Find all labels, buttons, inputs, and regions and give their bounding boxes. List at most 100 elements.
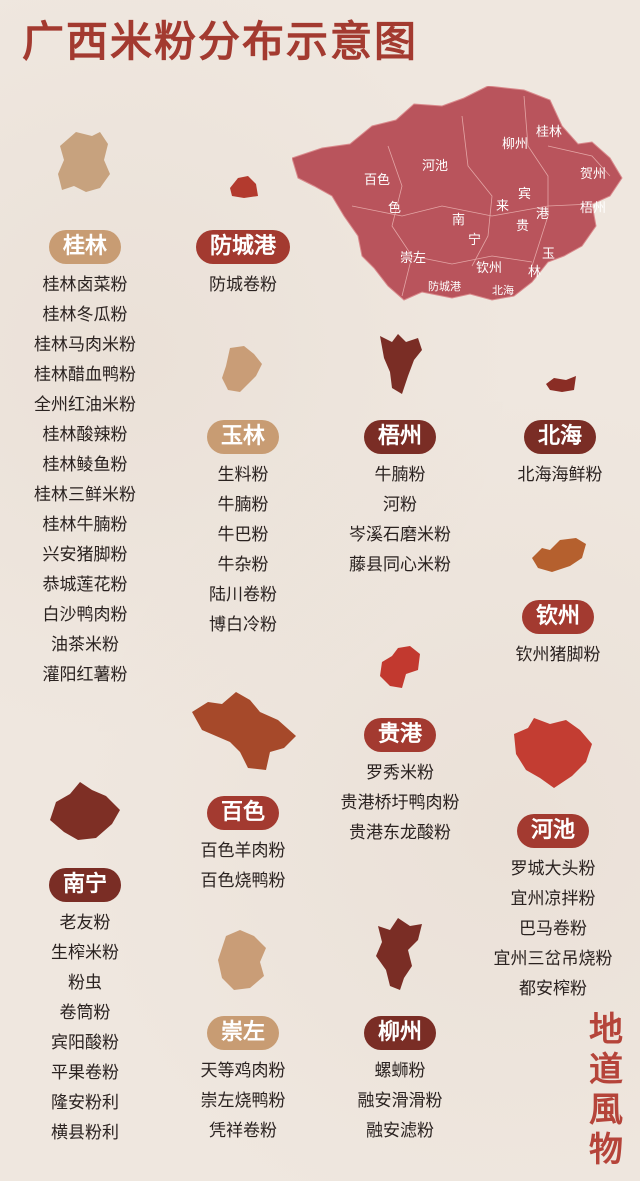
map-label-baise: 百色 (364, 172, 390, 188)
dish-item: 全州红油米粉 (34, 395, 136, 415)
dish-list-yulin: 生料粉 牛腩粉 牛巴粉 牛杂粉 陆川卷粉 博白冷粉 (143, 460, 343, 640)
dish-item: 罗城大头粉 (510, 859, 596, 879)
dish-item: 桂林牛腩粉 (42, 515, 128, 535)
map-label-chongzuo: 崇左 (400, 251, 426, 266)
map-label-hechi: 河池 (422, 159, 448, 174)
dish-item: 卷筒粉 (59, 1003, 111, 1023)
map-label-hezhou: 贺州 (580, 167, 606, 182)
region-label-wuzhou: 梧州 (363, 420, 436, 454)
dish-item: 老友粉 (59, 913, 111, 933)
map-label-wuzhou: 梧州 (580, 201, 606, 216)
guigang-shape (380, 646, 420, 688)
map-label-guilin: 桂林 (536, 125, 562, 140)
dish-item: 桂林酸辣粉 (42, 425, 128, 445)
wuzhou-shape (380, 334, 422, 394)
watermark: 地 道 風 物 (582, 1010, 630, 1170)
region-label-nanning: 南宁 (48, 868, 121, 902)
region-hechi: 河池 罗城大头粉 宜州凉拌粉 巴马卷粉 宜州三岔吊烧粉 都安榨粉 (453, 814, 640, 1004)
region-fangchenggang: 防城港 防城卷粉 (143, 230, 343, 300)
dish-item: 贵港桥圩鸭肉粉 (340, 793, 460, 813)
watermark-char: 地 (589, 1010, 623, 1050)
dish-item: 生榨米粉 (51, 943, 119, 963)
dish-item: 百色烧鸭粉 (200, 871, 286, 891)
region-label-beihai: 北海 (523, 420, 596, 454)
dish-item: 防城卷粉 (209, 275, 277, 295)
dish-item: 平果卷粉 (51, 1063, 119, 1083)
region-beihai: 北海 北海海鲜粉 (460, 420, 640, 490)
map-label-yu: 玉 (542, 247, 555, 262)
dish-item: 桂林马肉米粉 (34, 335, 136, 355)
dish-item: 崇左烧鸭粉 (200, 1091, 286, 1111)
dish-item: 牛腩粉 (217, 495, 269, 515)
region-label-qinzhou: 钦州 (521, 600, 594, 634)
region-baise: 百色 百色羊肉粉 百色烧鸭粉 (143, 796, 343, 896)
dish-item: 都安榨粉 (519, 979, 587, 999)
map-label-ning: 宁 (468, 232, 481, 248)
dish-list-guilin: 桂林卤菜粉 桂林冬瓜粉 桂林马肉米粉 桂林醋血鸭粉 全州红油米粉 桂林酸辣粉 桂… (0, 270, 185, 690)
region-label-chongzuo: 崇左 (206, 1016, 279, 1050)
map-label-lin: 林 (528, 265, 541, 280)
region-label-hechi: 河池 (516, 814, 589, 848)
dish-list-fangchenggang: 防城卷粉 (143, 270, 343, 300)
dish-list-chongzuo: 天等鸡肉粉 崇左烧鸭粉 凭祥卷粉 (143, 1056, 343, 1146)
dish-item: 隆安粉利 (51, 1093, 119, 1113)
dish-item: 罗秀米粉 (366, 763, 434, 783)
dish-item: 陆川卷粉 (209, 585, 277, 605)
dish-list-baise: 百色羊肉粉 百色烧鸭粉 (143, 836, 343, 896)
dish-item: 岑溪石磨米粉 (349, 525, 451, 545)
region-qinzhou: 钦州 钦州猪脚粉 (458, 600, 640, 670)
dish-item: 横县粉利 (51, 1123, 119, 1143)
dish-item: 融安滑滑粉 (357, 1091, 443, 1111)
watermark-char: 道 (589, 1050, 623, 1090)
dish-item: 宜州凉拌粉 (510, 889, 596, 909)
dish-list-guigang: 罗秀米粉 贵港桥圩鸭肉粉 贵港东龙酸粉 (300, 758, 500, 848)
watermark-char: 物 (589, 1130, 623, 1170)
beihai-shape (546, 376, 576, 392)
dish-list-qinzhou: 钦州猪脚粉 (458, 640, 640, 670)
dish-item: 牛杂粉 (217, 555, 269, 575)
region-liuzhou: 柳州 螺蛳粉 融安滑滑粉 融安滤粉 (300, 1016, 500, 1146)
dish-item: 白沙鸭肉粉 (42, 605, 128, 625)
watermark-char: 風 (589, 1090, 623, 1130)
map-label-liuzhou: 柳州 (502, 137, 528, 152)
dish-item: 钦州猪脚粉 (515, 645, 601, 665)
map-label-gang: 港 (536, 207, 549, 222)
qinzhou-shape (532, 538, 586, 572)
dish-item: 桂林鲮鱼粉 (42, 455, 128, 475)
dish-item: 宾阳酸粉 (51, 1033, 119, 1053)
map-label-gui: 贵 (516, 219, 529, 234)
region-label-liuzhou: 柳州 (363, 1016, 436, 1050)
region-guilin: 桂林 桂林卤菜粉 桂林冬瓜粉 桂林马肉米粉 桂林醋血鸭粉 全州红油米粉 桂林酸辣… (0, 230, 185, 690)
dish-item: 桂林冬瓜粉 (42, 305, 128, 325)
map-label-lai: 来 (496, 199, 509, 214)
dish-item: 螺蛳粉 (374, 1061, 426, 1081)
dish-item: 北海海鲜粉 (517, 465, 603, 485)
region-nanning: 南宁 老友粉 生榨米粉 粉虫 卷筒粉 宾阳酸粉 平果卷粉 隆安粉利 横县粉利 (0, 868, 185, 1148)
region-label-baise: 百色 (206, 796, 279, 830)
dish-item: 天等鸡肉粉 (200, 1061, 286, 1081)
hechi-shape (514, 718, 592, 788)
dish-item: 桂林醋血鸭粉 (34, 365, 136, 385)
yulin-shape (222, 346, 262, 392)
guangxi-map: 桂林 柳州 河池 贺州 百色 宾 梧州 色 来 港 南 贵 宁 崇左 玉 钦州 … (292, 86, 623, 301)
dish-item: 博白冷粉 (209, 615, 277, 635)
guilin-shape (58, 132, 110, 192)
region-label-fangchenggang: 防城港 (195, 230, 290, 264)
region-chongzuo: 崇左 天等鸡肉粉 崇左烧鸭粉 凭祥卷粉 (143, 1016, 343, 1146)
dish-item: 融安滤粉 (366, 1121, 434, 1141)
region-label-yulin: 玉林 (206, 420, 279, 454)
region-label-guigang: 贵港 (363, 718, 436, 752)
dish-list-liuzhou: 螺蛳粉 融安滑滑粉 融安滤粉 (300, 1056, 500, 1146)
dish-item: 巴马卷粉 (519, 919, 587, 939)
dish-item: 牛巴粉 (217, 525, 269, 545)
region-guigang: 贵港 罗秀米粉 贵港桥圩鸭肉粉 贵港东龙酸粉 (300, 718, 500, 848)
chongzuo-shape (218, 930, 266, 990)
map-label-se: 色 (388, 200, 401, 216)
region-wuzhou: 梧州 牛腩粉 河粉 岑溪石磨米粉 藤县同心米粉 (300, 420, 500, 580)
baise-shape (192, 692, 296, 770)
dish-item: 桂林卤菜粉 (42, 275, 128, 295)
dish-item: 百色羊肉粉 (200, 841, 286, 861)
dish-item: 生料粉 (217, 465, 269, 485)
dish-item: 宜州三岔吊烧粉 (493, 949, 613, 969)
dish-item: 藤县同心米粉 (349, 555, 451, 575)
